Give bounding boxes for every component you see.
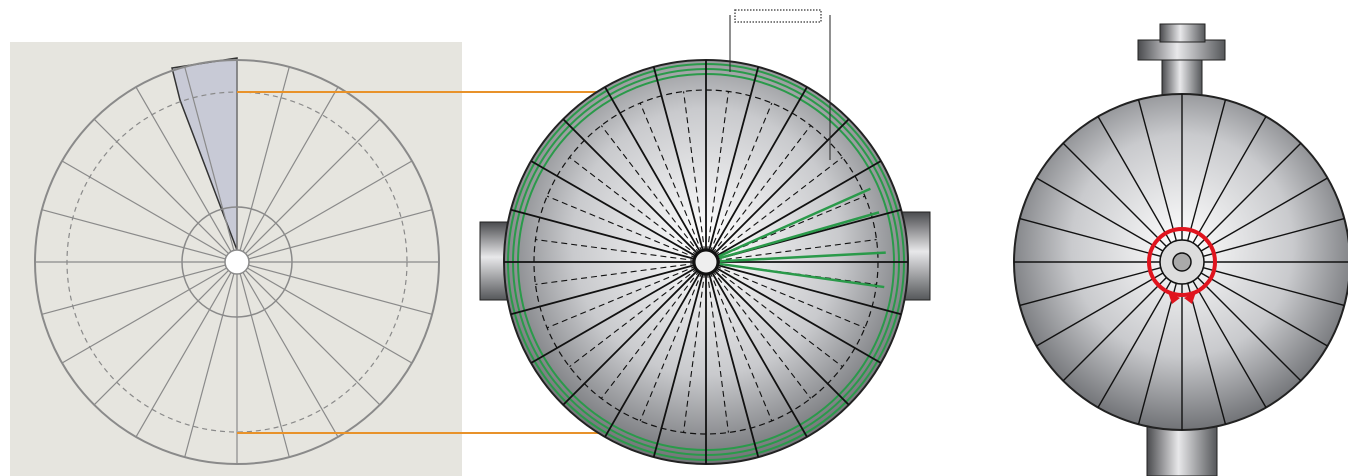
dashed-segment — [711, 125, 812, 255]
dashed-segment — [683, 91, 706, 253]
dashed-segment — [569, 267, 699, 368]
rotation-arrow — [1168, 292, 1180, 304]
segment-line — [707, 66, 760, 253]
radial-line — [41, 264, 226, 315]
dashed-segment — [600, 269, 701, 399]
segment-line — [652, 271, 705, 458]
dashed-segment — [546, 265, 697, 329]
segment-line — [1036, 177, 1164, 252]
segment-line — [562, 268, 700, 406]
radial-line — [61, 160, 227, 257]
radial-line — [135, 272, 232, 438]
radial-line — [41, 209, 226, 260]
radial-line — [247, 160, 413, 257]
radial-line — [242, 272, 339, 438]
dashed-segment — [706, 91, 729, 253]
radial-line — [247, 267, 413, 364]
green-line — [719, 262, 885, 289]
dashed-segment — [709, 271, 773, 422]
segment-line — [1062, 142, 1167, 247]
segment-line — [1203, 217, 1345, 257]
hub-ring — [1147, 227, 1217, 297]
dashed-segment — [600, 125, 701, 255]
green-line — [719, 211, 880, 260]
radial-line — [184, 273, 235, 458]
cap — [1159, 23, 1206, 43]
flange — [1137, 39, 1226, 61]
radial-line — [93, 118, 229, 254]
dashed-segment — [535, 239, 697, 262]
segment-line — [712, 118, 850, 256]
plan-view — [34, 57, 440, 465]
segment-line — [714, 266, 882, 364]
segment-line — [1019, 267, 1161, 307]
segment-line — [510, 208, 697, 261]
segment-line — [1200, 177, 1328, 252]
green-line — [719, 251, 886, 263]
radial-line — [93, 270, 229, 406]
segment-line — [530, 160, 698, 258]
segment-line — [530, 266, 698, 364]
hub — [692, 248, 720, 276]
hub-center — [1172, 252, 1192, 272]
radial-line — [239, 273, 290, 458]
segment-line — [1019, 217, 1161, 257]
segment-line — [715, 263, 902, 316]
dashed-segment — [715, 195, 866, 259]
dashed-segment — [535, 262, 697, 285]
dashed-segment — [639, 271, 703, 422]
dashed-segment — [711, 269, 812, 399]
radial-line — [248, 209, 433, 260]
rotation-arrow — [1184, 292, 1196, 304]
segment-line — [1137, 283, 1177, 425]
radial-line — [242, 86, 339, 252]
segment-line — [604, 86, 702, 254]
segment-line — [1187, 283, 1227, 425]
dashed-segment — [569, 156, 699, 257]
dashed-segment — [546, 195, 697, 259]
dashed-segment — [715, 239, 877, 262]
segment-line — [707, 271, 760, 458]
dashed-segment — [713, 267, 843, 368]
radial-line — [248, 264, 433, 315]
radial-line — [184, 66, 235, 251]
segment-line — [1197, 142, 1302, 247]
segment-line — [1200, 272, 1328, 347]
segment-line — [1187, 99, 1227, 241]
radial-line — [61, 267, 227, 364]
dashed-segment — [706, 271, 729, 433]
segment-line — [1137, 99, 1177, 241]
segment-line — [714, 160, 882, 258]
segment-line — [1097, 116, 1172, 244]
sphere-exterior — [1013, 93, 1348, 431]
segment-line — [1192, 280, 1267, 408]
segment-line — [1036, 272, 1164, 347]
segment-line — [652, 66, 705, 253]
dashed-segment — [639, 102, 703, 253]
segment-line — [710, 86, 808, 254]
dashed-segment — [715, 265, 866, 329]
label-placeholder — [734, 9, 822, 23]
dashed-segment — [713, 156, 843, 257]
segment-line — [510, 263, 697, 316]
segment-line — [1097, 280, 1172, 408]
segment-line — [604, 270, 702, 438]
segment-line — [1192, 116, 1267, 244]
segment-line — [562, 118, 700, 256]
segment-line — [712, 268, 850, 406]
radial-line — [135, 86, 232, 252]
segment-line — [710, 270, 808, 438]
radial-line — [245, 118, 381, 254]
radial-line — [245, 270, 381, 406]
hub — [224, 249, 250, 275]
sphere-section — [503, 59, 909, 465]
segment-line — [1203, 267, 1345, 307]
segment-line — [1062, 277, 1167, 382]
dashed-segment — [683, 271, 706, 433]
radial-line — [239, 66, 290, 251]
dashed-segment — [709, 102, 773, 253]
green-line — [718, 187, 871, 258]
segment-line — [1197, 277, 1302, 382]
